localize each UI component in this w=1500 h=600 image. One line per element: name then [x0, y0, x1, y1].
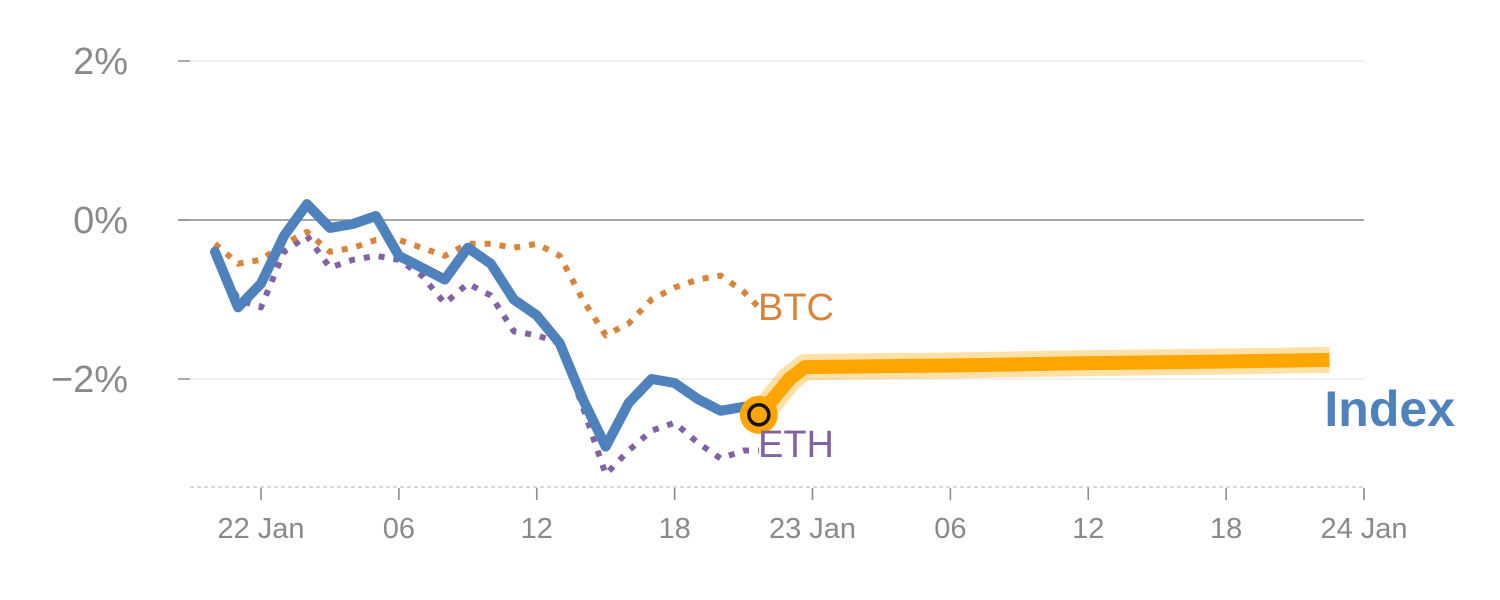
x-tick-label: 18 — [658, 513, 690, 545]
x-tick-label: 06 — [934, 513, 966, 545]
series-label-index: Index — [1324, 381, 1455, 437]
y-axis: 2% 0% −2% — [51, 41, 190, 401]
x-tick-label: 06 — [383, 513, 415, 545]
series-forecast-line — [753, 352, 1330, 420]
y-tick-label: 0% — [73, 200, 128, 242]
x-tick-label: 12 — [1072, 513, 1104, 545]
x-tick-label: 12 — [521, 513, 553, 545]
series-index-line — [210, 199, 764, 452]
current-point-marker — [747, 403, 771, 427]
x-tick-label: 22 Jan — [217, 513, 304, 545]
series-label-btc: BTC — [758, 287, 834, 329]
y-tick-label: 2% — [73, 41, 128, 83]
x-tick-label: 18 — [1210, 513, 1242, 545]
x-axis: 22 Jan 06 12 18 23 Jan 06 12 18 24 Jan — [190, 486, 1408, 545]
series-btc-line — [213, 228, 762, 339]
current-point-halo — [739, 395, 778, 434]
x-tick-label: 24 Jan — [1320, 513, 1407, 545]
y-tick-label: −2% — [51, 359, 128, 401]
x-tick-label: 23 Jan — [769, 513, 856, 545]
marker-layer — [739, 395, 778, 434]
series-eth-line — [212, 232, 759, 478]
series-label-eth: ETH — [758, 424, 834, 466]
label-layer: BTC ETH Index — [758, 287, 1455, 466]
